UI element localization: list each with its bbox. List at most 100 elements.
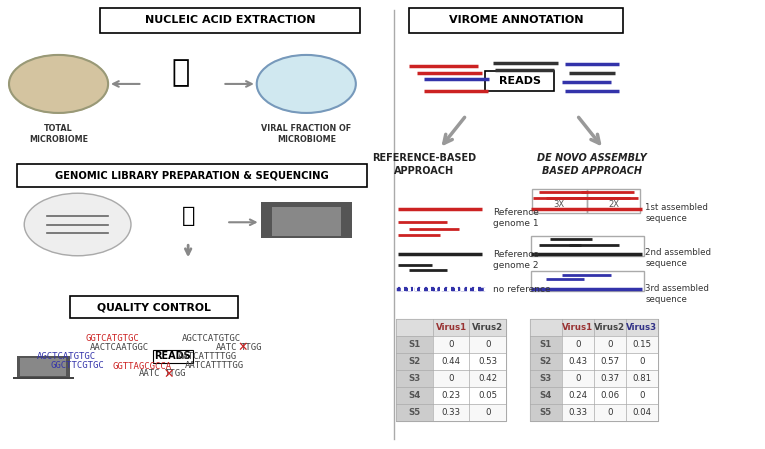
Text: 0.57: 0.57 xyxy=(600,357,619,366)
Text: VIROME ANNOTATION: VIROME ANNOTATION xyxy=(448,15,583,25)
Text: Virus2: Virus2 xyxy=(472,323,503,332)
Text: AGCTCATGTGC: AGCTCATGTGC xyxy=(181,334,240,343)
Bar xyxy=(562,387,658,404)
Bar xyxy=(396,404,433,421)
Text: 0.43: 0.43 xyxy=(568,357,588,366)
Text: TTGG: TTGG xyxy=(164,370,186,379)
Text: 0.81: 0.81 xyxy=(632,374,651,383)
Bar xyxy=(529,319,658,421)
Bar xyxy=(529,319,658,336)
Bar xyxy=(529,370,562,387)
Text: 1st assembled
sequence: 1st assembled sequence xyxy=(646,203,708,224)
Text: AATC: AATC xyxy=(216,343,237,352)
Bar xyxy=(532,189,587,213)
Text: 3X: 3X xyxy=(554,200,565,209)
Bar xyxy=(562,336,658,353)
Text: 0.15: 0.15 xyxy=(632,340,651,349)
Text: 0.06: 0.06 xyxy=(600,391,619,400)
Text: AGCTCATGTGC: AGCTCATGTGC xyxy=(37,352,96,361)
Text: Reference
genome 2: Reference genome 2 xyxy=(493,250,539,270)
Bar xyxy=(433,370,506,387)
Bar xyxy=(433,404,506,421)
Text: GGTTAGCGCCA: GGTTAGCGCCA xyxy=(112,362,172,371)
Bar xyxy=(433,353,506,370)
Text: 0.05: 0.05 xyxy=(478,391,497,400)
FancyBboxPatch shape xyxy=(100,8,360,33)
Text: READS: READS xyxy=(499,75,541,86)
Text: S2: S2 xyxy=(539,357,552,366)
Text: Virus3: Virus3 xyxy=(626,323,657,332)
Bar xyxy=(261,202,352,238)
Bar xyxy=(587,189,640,213)
FancyBboxPatch shape xyxy=(409,8,623,33)
Text: Virus2: Virus2 xyxy=(594,323,625,332)
Text: 0: 0 xyxy=(485,408,490,417)
Text: GENOMIC LIBRARY PREPARATION & SEQUENCING: GENOMIC LIBRARY PREPARATION & SEQUENCING xyxy=(55,171,329,180)
Text: 🧪: 🧪 xyxy=(171,58,190,87)
Text: 0: 0 xyxy=(448,340,454,349)
FancyBboxPatch shape xyxy=(486,70,554,91)
Text: 0: 0 xyxy=(639,391,644,400)
Text: 0.37: 0.37 xyxy=(600,374,619,383)
Text: S1: S1 xyxy=(539,340,552,349)
Bar xyxy=(396,319,506,336)
Text: 0: 0 xyxy=(607,340,613,349)
Text: AACTCAATGGC: AACTCAATGGC xyxy=(90,343,149,352)
Bar xyxy=(396,387,433,404)
Bar xyxy=(562,370,658,387)
Text: 0.33: 0.33 xyxy=(441,408,461,417)
Text: TOTAL
MICROBIOME: TOTAL MICROBIOME xyxy=(29,124,88,144)
Text: 0.42: 0.42 xyxy=(478,374,497,383)
Text: 0: 0 xyxy=(575,374,581,383)
Bar xyxy=(529,387,562,404)
FancyBboxPatch shape xyxy=(17,164,367,187)
Bar xyxy=(529,336,562,353)
Text: 0.04: 0.04 xyxy=(632,408,651,417)
Bar xyxy=(272,207,340,236)
Bar xyxy=(562,404,658,421)
Bar xyxy=(433,336,506,353)
Bar xyxy=(21,358,67,376)
Text: S5: S5 xyxy=(539,408,552,417)
Text: 0: 0 xyxy=(607,408,613,417)
Text: Virus1: Virus1 xyxy=(435,323,467,332)
Text: S2: S2 xyxy=(409,357,421,366)
Text: 0: 0 xyxy=(639,357,644,366)
Text: S3: S3 xyxy=(539,374,552,383)
Text: S1: S1 xyxy=(409,340,421,349)
Text: no reference: no reference xyxy=(493,285,551,294)
Bar xyxy=(529,404,562,421)
Text: 0: 0 xyxy=(448,374,454,383)
Text: READS: READS xyxy=(155,351,191,361)
Bar xyxy=(396,353,433,370)
Bar xyxy=(396,336,433,353)
Circle shape xyxy=(9,55,108,113)
Text: ✕: ✕ xyxy=(238,341,249,354)
Text: Reference
genome 1: Reference genome 1 xyxy=(493,208,539,228)
Text: 2nd assembled
sequence: 2nd assembled sequence xyxy=(646,248,711,268)
Text: 0.23: 0.23 xyxy=(441,391,461,400)
Circle shape xyxy=(257,55,356,113)
Text: GGCTTCGTGC: GGCTTCGTGC xyxy=(50,361,105,370)
Bar xyxy=(396,319,506,421)
Text: 0.24: 0.24 xyxy=(568,391,588,400)
Text: S5: S5 xyxy=(409,408,421,417)
Bar xyxy=(562,353,658,370)
Text: 3rd assembled
sequence: 3rd assembled sequence xyxy=(646,284,709,304)
Text: 0: 0 xyxy=(485,340,490,349)
Text: 0.53: 0.53 xyxy=(478,357,497,366)
Text: 0: 0 xyxy=(575,340,581,349)
Text: 🧪: 🧪 xyxy=(181,206,195,225)
Circle shape xyxy=(24,193,131,256)
Text: Virus1: Virus1 xyxy=(562,323,593,332)
Bar xyxy=(529,353,562,370)
Text: ✕: ✕ xyxy=(164,367,174,380)
Text: VIRAL FRACTION OF
MICROBIOME: VIRAL FRACTION OF MICROBIOME xyxy=(261,124,351,144)
Text: S4: S4 xyxy=(539,391,552,400)
Text: TTGG: TTGG xyxy=(241,343,262,352)
Text: DE NOVO ASSEMBLY
BASED APPROACH: DE NOVO ASSEMBLY BASED APPROACH xyxy=(537,153,647,176)
Text: 0.44: 0.44 xyxy=(441,357,461,366)
Text: REFERENCE-BASED
APPROACH: REFERENCE-BASED APPROACH xyxy=(373,153,477,176)
Text: QUALITY CONTROL: QUALITY CONTROL xyxy=(97,302,211,312)
FancyBboxPatch shape xyxy=(70,296,238,318)
